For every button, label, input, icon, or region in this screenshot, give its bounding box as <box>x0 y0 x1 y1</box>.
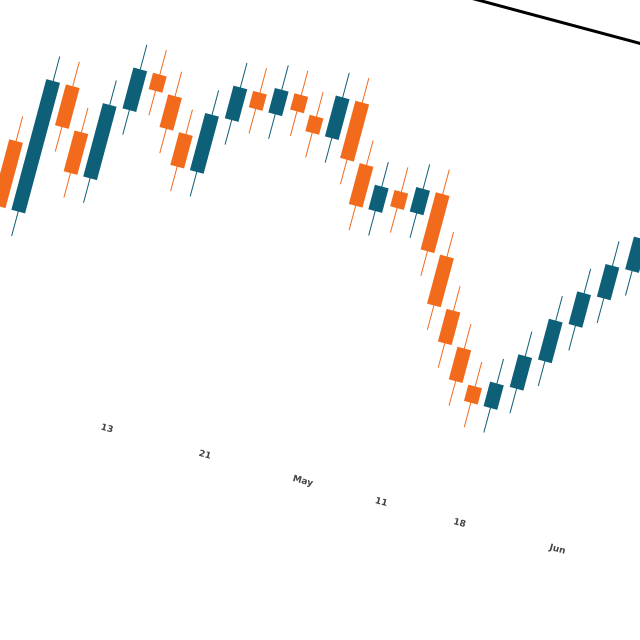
candle-body <box>463 384 483 405</box>
x-tick-label: 13 <box>100 423 115 436</box>
candle-body <box>159 94 182 131</box>
candle-body <box>390 189 409 210</box>
candle-body <box>54 84 80 129</box>
candle-body <box>625 236 640 273</box>
plot-area: H1434.00 L1413.55 C1432.95 +12.35 (+0.87… <box>0 0 640 557</box>
candle-body <box>122 67 148 113</box>
candle-body <box>0 139 23 209</box>
x-tick-label: 21 <box>197 449 212 462</box>
candle-body <box>83 103 117 181</box>
x-tick-label: 18 <box>452 517 467 530</box>
x-tick-label: Jun <box>547 543 566 557</box>
candle-body <box>596 264 620 301</box>
candle-body <box>409 187 430 216</box>
candle-body <box>437 308 461 346</box>
candle-body <box>348 163 374 208</box>
candle-body <box>248 90 267 111</box>
candle-body <box>538 318 563 364</box>
candle-body <box>324 95 350 141</box>
candle-body <box>509 354 533 391</box>
candle-body <box>340 100 370 162</box>
candle-body <box>224 85 248 122</box>
candle-body <box>368 184 389 213</box>
trend-line <box>81 0 640 98</box>
candle-body <box>483 381 504 410</box>
candle-body <box>268 87 289 117</box>
candle-body <box>427 254 454 308</box>
candle-body <box>305 114 324 135</box>
candle-body <box>11 79 61 214</box>
x-tick-label: 11 <box>374 496 389 509</box>
candle-body <box>420 192 450 254</box>
candle-body <box>170 132 193 169</box>
candle-body <box>290 93 309 114</box>
candle-body <box>63 130 89 175</box>
candle-body <box>189 113 219 174</box>
x-tick-label: May <box>291 474 314 489</box>
candle-body <box>448 346 472 384</box>
candle-body <box>148 72 167 93</box>
candle-body <box>568 291 591 328</box>
